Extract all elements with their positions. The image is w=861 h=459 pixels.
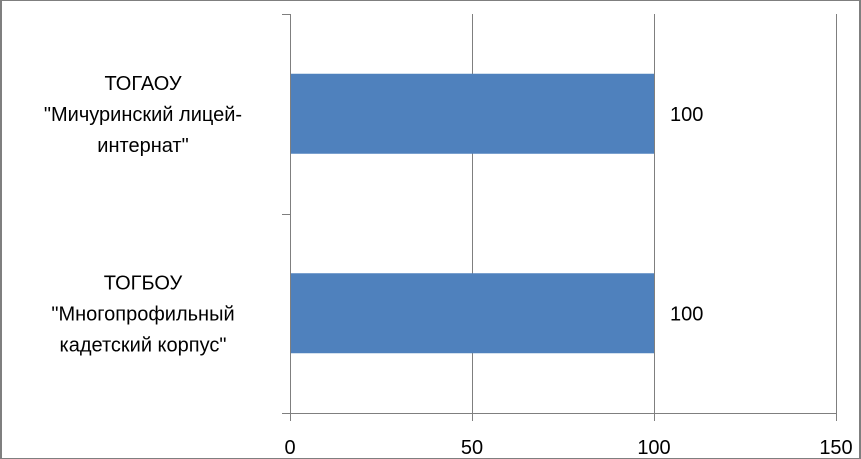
bars	[290, 73, 654, 354]
category-label-line: кадетский корпус"	[60, 334, 227, 356]
bar-1	[290, 73, 654, 154]
x-tick-label-100: 100	[637, 437, 670, 459]
labels: 100 100 0 50 100 150 ТОГАОУ "Мичуринский лицей-…	[44, 73, 853, 459]
category-label-line: ТОГАОУ	[104, 73, 181, 95]
category-label-line: ТОГБОУ	[104, 272, 183, 294]
x-tick-label-50: 50	[461, 437, 483, 459]
data-label-2: 100	[670, 303, 703, 325]
category-label-line: "Многопрофильный	[51, 303, 234, 325]
category-label-line: "Мичуринский лицей-	[44, 104, 242, 126]
bar-2	[290, 273, 654, 354]
data-label-1: 100	[670, 104, 703, 126]
category-label-2: ТОГБОУ "Многопрофильный кадетский корпус"	[51, 272, 234, 356]
category-label-line: интернат"	[97, 135, 188, 157]
x-tick-label-0: 0	[284, 437, 295, 459]
category-label-1: ТОГАОУ "Мичуринский лицей-интернат"	[44, 73, 242, 157]
axes	[282, 14, 837, 421]
x-tick-label-150: 150	[819, 437, 852, 459]
